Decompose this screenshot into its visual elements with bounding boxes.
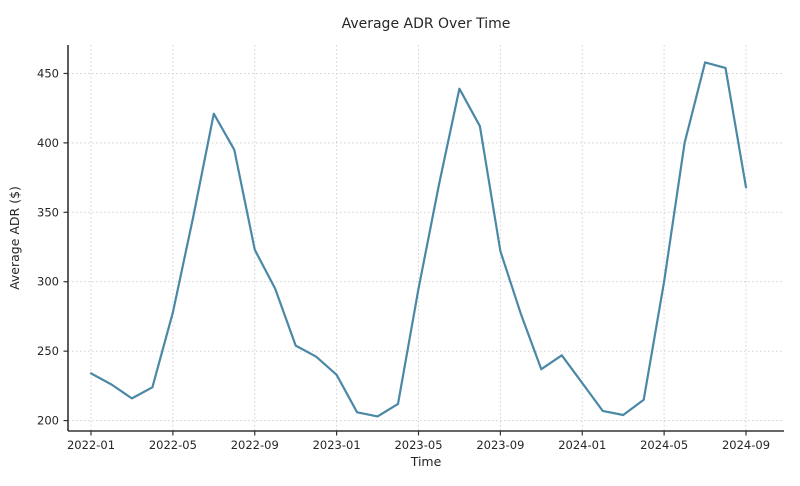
chart-title: Average ADR Over Time [342,16,511,32]
x-tick-label: 2024-05 [640,438,688,452]
x-tick-label: 2023-09 [476,438,524,452]
axis-ticks [63,72,747,436]
y-tick-label: 400 [37,136,59,150]
x-tick-label: 2023-01 [313,438,361,452]
x-tick-label: 2023-05 [394,438,442,452]
x-tick-label: 2022-05 [149,438,197,452]
y-axis-label: Average ADR ($) [7,186,22,290]
y-tick-label: 300 [37,275,59,289]
axes-spines [67,45,784,432]
x-tick-label: 2022-01 [67,438,115,452]
y-tick-label: 250 [37,344,59,358]
x-tick-label: 2022-09 [231,438,279,452]
axis-tick-labels: 200 250 300 350 400 450 2022-01 2022-05 2022-09 2… [37,66,770,452]
y-tick-label: 350 [37,205,59,219]
gridlines [68,45,784,431]
x-tick-label: 2024-09 [722,438,770,452]
y-tick-label: 200 [37,414,59,428]
y-tick-label: 450 [37,66,59,80]
adr-series-line [89,61,748,418]
x-axis-label: Time [410,454,442,469]
x-tick-label: 2024-01 [558,438,606,452]
